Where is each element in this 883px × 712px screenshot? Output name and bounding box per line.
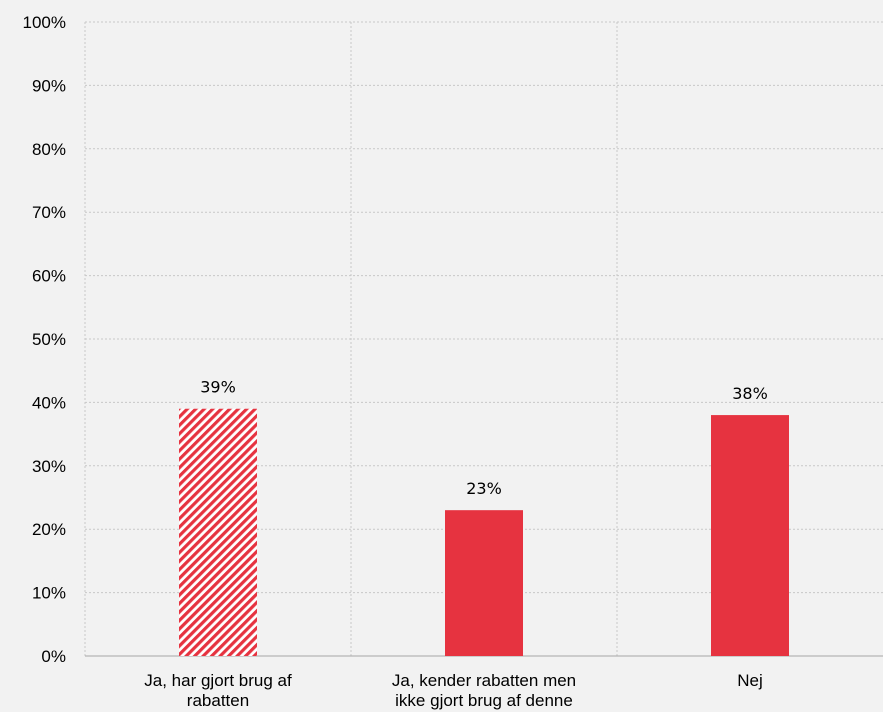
labels: 0% 10% 20% 30% 40% 50% 60% 70% 80% 90% 100% 39% Ja, …: [23, 13, 768, 710]
data-label: 39%: [200, 378, 236, 397]
bar: [711, 415, 789, 656]
bar: [179, 408, 257, 656]
y-tick-label: 100%: [23, 13, 66, 32]
y-tick-label: 60%: [32, 267, 66, 286]
data-label: 23%: [466, 479, 502, 498]
y-tick-label: 20%: [32, 520, 66, 539]
y-tick-label: 70%: [32, 203, 66, 222]
y-tick-label: 40%: [32, 393, 66, 412]
bars: [179, 408, 789, 656]
y-tick-label: 10%: [32, 584, 66, 603]
x-tick-label: Ja, har gjort brug af rabatten: [144, 671, 292, 710]
y-tick-label: 90%: [32, 76, 66, 95]
data-label: 38%: [732, 384, 768, 403]
y-tick-label: 80%: [32, 140, 66, 159]
bar: [445, 510, 523, 656]
y-tick-label: 0%: [41, 647, 66, 666]
x-tick-label: Ja, kender rabatten men ikke gjort brug a…: [392, 671, 576, 710]
x-tick-label: Nej: [737, 671, 763, 690]
y-tick-label: 30%: [32, 457, 66, 476]
y-tick-label: 50%: [32, 330, 66, 349]
